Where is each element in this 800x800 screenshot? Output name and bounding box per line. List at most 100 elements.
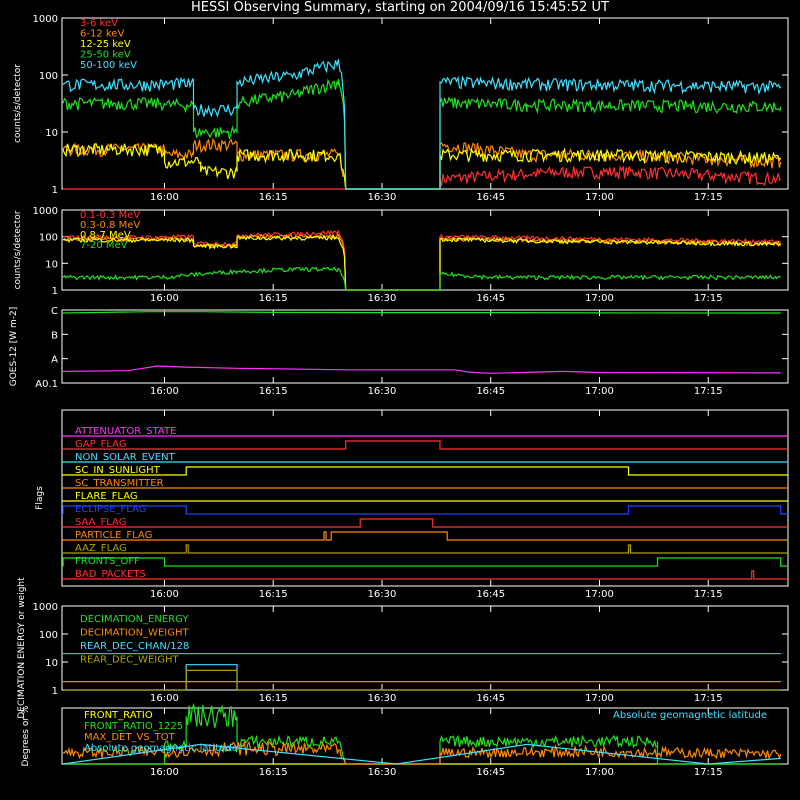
ratio-series-line <box>62 743 781 765</box>
hxr-x-tick-label: 17:15 <box>694 192 723 203</box>
hxr-series-line <box>63 165 782 190</box>
flag-label: BAD_PACKETS <box>75 569 146 580</box>
ratio-x-tick-label: 16:30 <box>368 767 397 778</box>
gamma-x-tick-label: 17:00 <box>585 293 614 304</box>
hxr-legend-entry: 50-100 keV <box>80 60 137 71</box>
decimation-y-tick-label: 10 <box>45 658 58 669</box>
goes-x-tick-label: 16:00 <box>150 386 179 397</box>
goes-y-tick-label: B <box>51 330 58 341</box>
hxr-legend-entry: 12-25 keV <box>80 39 131 50</box>
gamma-y-tick-label: 10 <box>45 259 58 270</box>
flag-trace <box>62 570 788 580</box>
goes-series-line <box>62 365 781 374</box>
decimation-x-tick-label: 16:30 <box>368 693 397 704</box>
gamma-y-tick-label: 100 <box>39 233 58 244</box>
gamma-x-tick-label: 16:00 <box>150 293 179 304</box>
gamma-y-tick-label: 1 <box>52 286 58 297</box>
flags-x-tick-label: 16:30 <box>368 589 397 600</box>
hxr-legend-entry: 3-6 keV <box>80 18 118 29</box>
goes-y-tick-label: A0.1 <box>35 379 58 390</box>
ratio-y-axis-label: Degrees or % <box>21 705 31 766</box>
hxr-y-tick-label: 1000 <box>33 14 58 25</box>
gamma-x-tick-label: 17:15 <box>694 293 723 304</box>
hxr-x-tick-label: 16:15 <box>259 192 288 203</box>
flag-trace <box>62 544 788 554</box>
flag-label: FRONTS_OFF <box>75 556 140 567</box>
hxr-x-tick-label: 16:00 <box>150 192 179 203</box>
flag-trace <box>62 531 788 541</box>
gamma-legend-entry: 7-20 MeV <box>80 240 128 251</box>
gamma-x-tick-label: 16:45 <box>476 293 505 304</box>
flag-label: SC_TRANSMITTER <box>75 478 164 489</box>
hxr-series-line <box>62 137 782 190</box>
gamma-legend-entry: 0.1-0.3 MeV <box>80 210 140 221</box>
goes-x-tick-label: 16:30 <box>368 386 397 397</box>
flags-x-tick-label: 17:15 <box>694 589 723 600</box>
flag-trace <box>62 440 788 450</box>
decimation-x-tick-label: 17:00 <box>585 693 614 704</box>
flags-x-tick-label: 17:00 <box>585 589 614 600</box>
gamma-legend-entry: 0.3-0.8 MeV <box>80 220 140 231</box>
hxr-series-line <box>62 142 782 190</box>
decimation-series-line <box>63 669 781 691</box>
ratio-annotation: Absolute geomagnetic latitude <box>613 710 767 721</box>
flags-x-tick-label: 16:45 <box>476 589 505 600</box>
ratio-legend-entry: MAX_DET_VS_TOT <box>84 732 176 743</box>
flag-trace <box>62 518 788 528</box>
hxr-y-axis-label: counts/s/detector <box>13 64 23 143</box>
goes-x-tick-label: 17:15 <box>694 386 723 397</box>
flags-x-tick-label: 16:00 <box>150 589 179 600</box>
flag-trace <box>62 466 788 476</box>
ratio-legend-entry: FRONT_RATIO_1225 <box>84 721 183 732</box>
goes-panel-frame <box>61 309 789 384</box>
decimation-series-line <box>63 664 781 691</box>
hxr-y-tick-label: 1 <box>52 185 58 196</box>
decimation-x-tick-label: 16:15 <box>259 693 288 704</box>
decimation-legend-entry: REAR_DEC_WEIGHT <box>80 655 179 666</box>
gamma-y-tick-label: 1000 <box>33 206 58 217</box>
decimation-legend-entry: DECIMATION_WEIGHT <box>80 628 189 639</box>
hxr-series-line <box>62 59 782 190</box>
flag-trace <box>62 557 788 567</box>
goes-series-line <box>62 311 781 314</box>
decimation-y-tick-label: 100 <box>39 630 58 641</box>
flag-label: FLARE_FLAG <box>75 491 138 502</box>
flags-panel-frame <box>61 409 789 587</box>
hxr-series-line <box>62 78 782 190</box>
ratio-series-line <box>62 740 782 765</box>
ratio-legend-entry: Absolute geomagnetic latitude <box>84 743 238 754</box>
flags-y-axis-label: Flags <box>35 486 45 510</box>
flag-label: ECLIPSE_FLAG <box>75 504 146 515</box>
decimation-y-axis-label: DECIMATION ENERGY or weight <box>17 577 27 719</box>
decimation-legend-entry: REAR_DEC_CHAN/128 <box>80 641 189 652</box>
hxr-y-tick-label: 100 <box>39 71 58 82</box>
ratio-legend-entry: FRONT_RATIO <box>84 710 153 721</box>
flags-x-tick-label: 16:15 <box>259 589 288 600</box>
gamma-series-line <box>62 228 781 291</box>
decimation-x-tick-label: 16:45 <box>476 693 505 704</box>
goes-y-tick-label: C <box>51 306 58 317</box>
ratio-x-tick-label: 16:15 <box>259 767 288 778</box>
gamma-legend-entry: 0.8-7 MeV <box>80 230 131 241</box>
hxr-x-tick-label: 16:30 <box>368 192 397 203</box>
hxr-y-tick-label: 10 <box>45 128 58 139</box>
page-title: HESSI Observing Summary, starting on 200… <box>191 0 609 15</box>
gamma-x-tick-label: 16:30 <box>368 293 397 304</box>
flag-label: GAP_FLAG <box>75 439 127 450</box>
ratio-x-tick-label: 16:00 <box>150 767 179 778</box>
gamma-y-axis-label: counts/s/detector <box>13 210 23 289</box>
hxr-legend-entry: 6-12 keV <box>80 29 124 40</box>
ratio-x-tick-label: 16:45 <box>476 767 505 778</box>
hxr-x-tick-label: 17:00 <box>585 192 614 203</box>
decimation-legend-entry: DECIMATION_ENERGY <box>80 614 189 625</box>
flag-label: NON_SOLAR_EVENT <box>75 452 176 463</box>
goes-y-tick-label: A <box>51 355 58 366</box>
flag-label: SC_IN_SUNLIGHT <box>75 465 161 476</box>
decimation-y-tick-label: 1000 <box>33 602 58 613</box>
gamma-x-tick-label: 16:15 <box>259 293 288 304</box>
gamma-series-line <box>62 266 782 291</box>
ratio-x-tick-label: 17:00 <box>585 767 614 778</box>
flag-trace <box>62 505 788 515</box>
decimation-x-tick-label: 16:00 <box>150 693 179 704</box>
ratio-series-line <box>63 702 781 765</box>
